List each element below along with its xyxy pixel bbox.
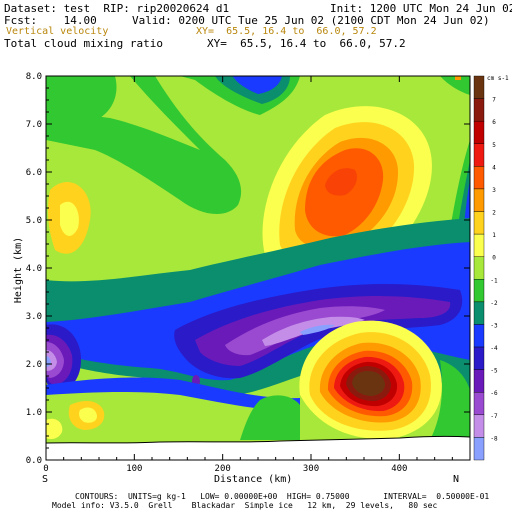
y-tick-label: 6.0 <box>26 168 42 178</box>
colorbar-label: 6 <box>492 119 496 126</box>
colorbar-label: 4 <box>492 164 496 171</box>
y-tick-label: 5.0 <box>26 216 42 226</box>
variable-2-label: Total cloud mixing ratio <box>4 37 163 50</box>
y-tick-label: 4.0 <box>26 264 42 274</box>
contour-field <box>46 76 470 460</box>
colorbar-label: 1 <box>492 232 496 239</box>
y-axis-ticks: 0.0 1.0 2.0 3.0 4.0 5.0 6.0 7.0 8.0 <box>26 72 470 466</box>
init-label: Init: 1200 UTC Mon 24 Jun 02 <box>330 2 512 15</box>
y-tick-label: 8.0 <box>26 72 42 82</box>
colorbar-label: 3 <box>492 187 496 194</box>
y-tick-label: 7.0 <box>26 120 42 130</box>
x-tick-label: 300 <box>303 464 319 474</box>
colorbar-label: -8 <box>490 435 498 442</box>
valid-label: Valid: 0200 UTC Tue 25 Jun 02 (2100 CDT … <box>132 14 490 27</box>
colorbar-unit: cm s-1 <box>487 75 509 82</box>
x-tick-label: 100 <box>126 464 142 474</box>
colorbar-swatch <box>473 256 485 280</box>
colorbar-swatch <box>473 392 485 416</box>
colorbar-label: -5 <box>490 368 498 375</box>
colorbar-swatch <box>473 369 485 393</box>
x-tick-label: 200 <box>215 464 231 474</box>
colorbar-label: 0 <box>492 255 496 262</box>
colorbar-label: 2 <box>492 210 496 217</box>
colorbar-swatch <box>473 166 485 190</box>
x-tick-label: 400 <box>391 464 407 474</box>
dataset-label: Dataset: test RIP: rip20020624 d1 <box>4 2 230 15</box>
colorbar-swatch <box>473 346 485 370</box>
colorbar-label: -6 <box>490 390 498 397</box>
colorbar-swatch <box>473 279 485 303</box>
colorbar-swatch <box>473 188 485 212</box>
colorbar-label: -4 <box>490 345 498 352</box>
colorbar-swatch <box>473 75 485 99</box>
y-tick-label: 3.0 <box>26 312 42 322</box>
y-tick-label: 1.0 <box>26 408 42 418</box>
colorbar-label: 5 <box>492 142 496 149</box>
colorbar-swatch <box>473 120 485 144</box>
y-axis-label: Height (km) <box>13 236 25 304</box>
colorbar-swatch <box>473 233 485 257</box>
colorbar-label: -3 <box>490 322 498 329</box>
right-endpoint-label: N <box>453 474 460 485</box>
colorbar-swatch <box>473 414 485 438</box>
colorbar-label: -2 <box>490 300 498 307</box>
y-tick-label: 2.0 <box>26 360 42 370</box>
colorbar-swatch <box>473 324 485 348</box>
x-axis-ticks: 0 100 200 300 400 <box>43 76 453 474</box>
colorbar-swatch <box>473 301 485 325</box>
variable-1-label: Vertical velocity <box>6 26 109 37</box>
colorbar-label: -1 <box>490 277 498 284</box>
variable-2-xy: XY= 65.5, 16.4 to 66.0, 57.2 <box>207 37 406 50</box>
colorbar-swatch <box>473 98 485 122</box>
colorbar-swatch <box>473 437 485 461</box>
model-info: Model info: V3.5.0 Grell Blackadar Simpl… <box>52 501 438 510</box>
contours-info: CONTOURS: UNITS=g kg-1 LOW= 0.00000E+00 … <box>75 492 490 501</box>
colorbar-label: 7 <box>492 97 496 104</box>
colorbar-swatch <box>473 211 485 235</box>
colorbar-label: -7 <box>490 413 498 420</box>
left-endpoint-label: S <box>42 474 49 485</box>
x-axis-label: Distance (km) <box>214 474 293 485</box>
variable-1-xy: XY= 65.5, 16.4 to 66.0, 57.2 <box>196 26 377 37</box>
colorbar: 7 6 5 4 3 2 1 0 -1 -2 -3 -4 -5 -6 -7 -8 cm s-1 <box>473 75 509 461</box>
y-tick-label: 0.0 <box>26 456 42 466</box>
fcst-label: Fcst: 14.00 <box>4 14 97 27</box>
x-tick-label: 0 <box>43 464 48 474</box>
colorbar-swatch <box>473 143 485 167</box>
